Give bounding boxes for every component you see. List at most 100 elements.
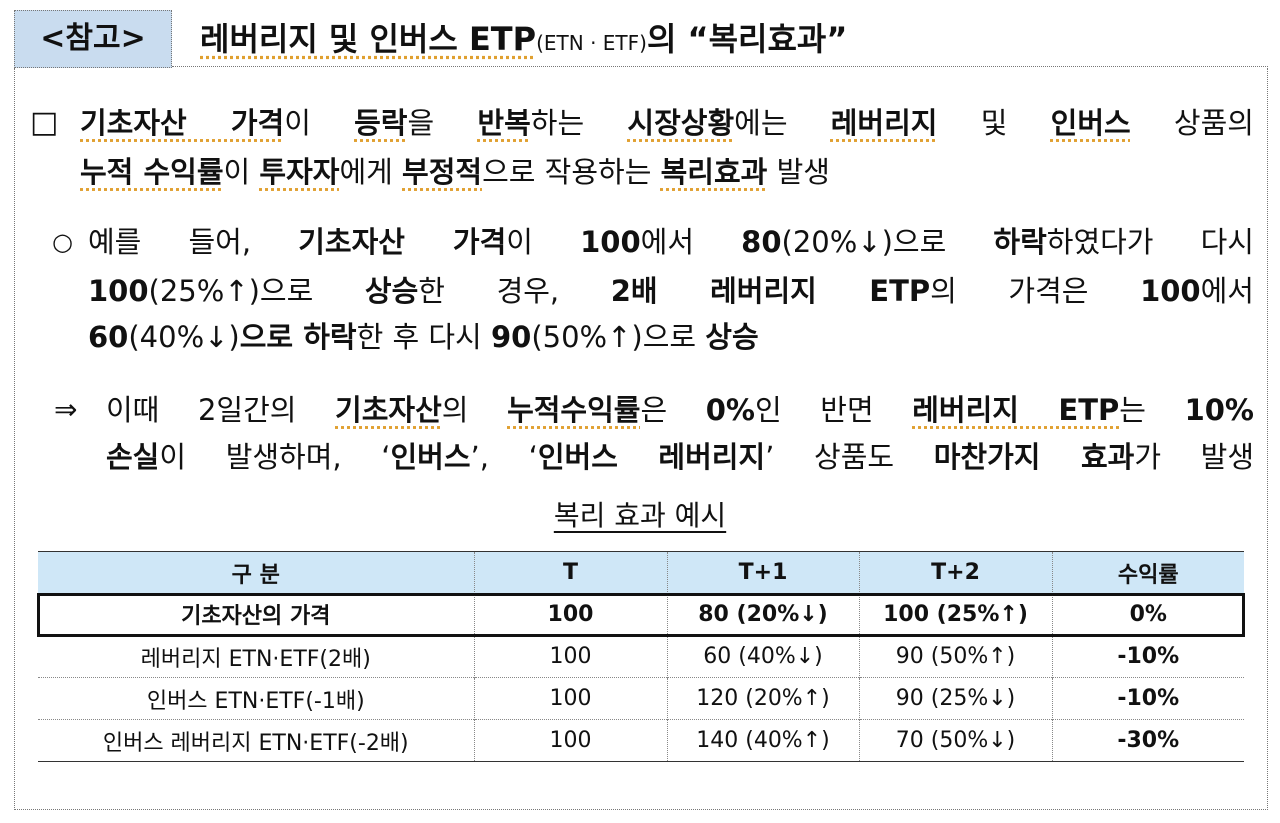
text: 가 발생 — [1134, 440, 1254, 474]
table-cell: 인버스 ETN·ETF(-1배) — [146, 688, 365, 714]
table-cell: 레버리지 ETN·ETF(2배) — [140, 646, 371, 672]
table-cell: 100 (25%↑) — [858, 593, 1052, 636]
text: 에서 — [1200, 274, 1254, 308]
table-cell: 120 (20%↑) — [666, 677, 859, 720]
table-cell: 70 (50%↓) — [858, 719, 1052, 762]
table-cell: 기초자산의 가격 — [181, 604, 331, 630]
text: (40%↓) — [128, 320, 240, 354]
table-cell: -10% — [1051, 677, 1244, 720]
table-cell: 90 (50%↑) — [858, 635, 1052, 678]
title-subscript: (ETN · ETF) — [536, 31, 647, 55]
text: (50%↑)으로 — [531, 320, 706, 354]
table-row: 인버스 ETN·ETF(-1배) 100 120 (20%↑) 90 (25%↓… — [38, 677, 1244, 720]
term: 기초자산 가격 — [298, 225, 507, 259]
table-row: 레버리지 ETN·ETF(2배) 100 60 (40%↓) 90 (50%↑)… — [38, 635, 1244, 678]
compound-effect-table: 구 분 T T+1 T+2 수익률 기초자산의 가격 100 80 (20%↓)… — [37, 551, 1245, 762]
term: 인버스 — [390, 440, 471, 474]
bullet1-line1: 기초자산 가격이 등락을 반복하는 시장상황에는 레버리지 및 인버스 상품의 — [80, 99, 1254, 147]
term: 등락 — [354, 106, 408, 140]
text: 에는 — [734, 106, 831, 140]
number: 100 — [88, 274, 149, 308]
text: 는 — [1119, 393, 1185, 427]
text: 인 반면 — [755, 393, 913, 427]
table-cell: 0% — [1051, 593, 1244, 636]
table-caption: 복리 효과 예시 — [0, 496, 1280, 536]
column-header: 수익률 — [1051, 551, 1244, 594]
term: 반복 — [477, 106, 531, 140]
term: 상승 — [705, 320, 759, 354]
text: 이 — [284, 106, 355, 140]
text: 예를 들어, — [88, 225, 299, 259]
text: ’, ‘ — [470, 440, 538, 474]
term: 상승 — [364, 274, 419, 308]
term: 인버스 레버리지 — [537, 440, 766, 474]
bullet1-line2: 누적 수익률이 투자자에게 부정적으로 작용하는 복리효과 발생 — [80, 148, 830, 196]
number: 0% — [705, 393, 755, 427]
bullet2-line2: 100(25%↑)으로 상승한 경우, 2배 레버리지 ETP의 가격은 100… — [88, 267, 1254, 315]
term: 마찬가지 효과 — [933, 440, 1135, 474]
term: 으로 하락 — [239, 320, 357, 354]
number: 100 — [580, 225, 641, 259]
term: 레버리지 — [830, 106, 938, 140]
term: 레버리지 ETP — [912, 393, 1120, 427]
number: 100 — [1140, 274, 1201, 308]
text: 이때 2일간의 — [106, 393, 336, 427]
table-header-row: 구 분 T T+1 T+2 수익률 — [38, 551, 1244, 594]
table-cell: 100 — [473, 677, 667, 720]
text: 한 후 다시 — [356, 320, 491, 354]
term: 손실 — [106, 440, 160, 474]
table-cell: 90 (25%↓) — [858, 677, 1052, 720]
text: 하는 — [530, 106, 628, 140]
text: 에게 — [339, 155, 403, 189]
term: 인버스 — [1050, 106, 1131, 140]
text: 이 — [506, 225, 581, 259]
number: 90 — [490, 320, 532, 354]
text: (20%↓)으로 — [781, 225, 994, 259]
table-cell: 60 (40%↓) — [666, 635, 859, 678]
text: 의 가격은 — [930, 274, 1141, 308]
column-header: T+1 — [666, 551, 859, 594]
term: 부정적 — [402, 155, 483, 189]
number: 60 — [88, 320, 129, 354]
text: 하였다가 다시 — [1046, 225, 1254, 259]
content-box — [14, 68, 1268, 810]
text: 이 — [223, 155, 260, 189]
term: 투자자 — [259, 155, 340, 189]
term: 하락 — [993, 225, 1047, 259]
table-cell: 인버스 레버리지 ETN·ETF(-2배) — [102, 730, 409, 756]
column-header: 구 분 — [231, 562, 280, 588]
table-cell: -30% — [1051, 719, 1244, 762]
term: 기초자산 가격 — [80, 106, 285, 140]
text: 에서 — [640, 225, 742, 259]
term: 누적수익률 — [507, 393, 641, 427]
text: (25%↑)으로 — [148, 274, 365, 308]
term: 누적 수익률 — [80, 155, 224, 189]
text: 및 — [937, 106, 1051, 140]
page-title: 레버리지 및 인버스 ETP(ETN · ETF)의 “복리효과” — [200, 14, 847, 64]
table-cell: 100 — [473, 593, 667, 636]
term: 2배 레버리지 ETP — [610, 274, 931, 308]
text: 을 — [407, 106, 478, 140]
arrow-bullet-icon: ⇒ — [54, 393, 78, 426]
table-cell: 140 (40%↑) — [666, 719, 859, 762]
column-header: T+2 — [858, 551, 1052, 594]
title-divider — [172, 66, 1268, 67]
square-bullet-icon: □ — [30, 105, 59, 140]
text: 이 발생하며, ‘ — [159, 440, 391, 474]
text: 발생 — [767, 155, 830, 189]
bullet3-line1: 이때 2일간의 기초자산의 누적수익률은 0%인 반면 레버리지 ETP는 10… — [106, 386, 1254, 434]
title-main: 레버리지 및 인버스 ETP — [200, 20, 537, 58]
number: 10% — [1184, 393, 1254, 427]
text: 상품의 — [1130, 106, 1254, 140]
table-cell: -10% — [1051, 635, 1244, 678]
text: 한 경우, — [418, 274, 611, 308]
text: ’ 상품도 — [765, 440, 934, 474]
number: 80 — [741, 225, 782, 259]
text: 으로 작용하는 — [482, 155, 661, 189]
table-cell: 80 (20%↓) — [666, 593, 859, 636]
reference-tag: <참고> — [14, 10, 172, 68]
term: 시장상황 — [627, 106, 735, 140]
table-row: 인버스 레버리지 ETN·ETF(-2배) 100 140 (40%↑) 70 … — [38, 719, 1244, 762]
bullet2-line1: 예를 들어, 기초자산 가격이 100에서 80(20%↓)으로 하락하였다가 … — [88, 218, 1254, 266]
table-cell: 100 — [473, 635, 667, 678]
